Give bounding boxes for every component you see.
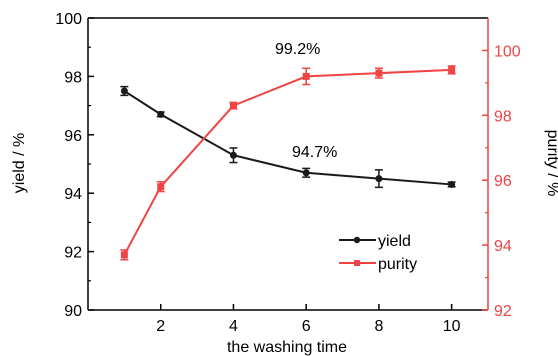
legend-yield-label: yield [378, 233, 411, 250]
legend-yield-marker [353, 236, 361, 244]
legend-purity-label: purity [378, 256, 417, 273]
purity-annotation: 99.2% [275, 41, 320, 58]
left-y-tick-label: 92 [64, 245, 82, 262]
x-tick-label: 2 [156, 318, 165, 335]
right-y-tick-label: 92 [494, 303, 512, 320]
yield-data-point [448, 180, 456, 188]
purity-data-point [375, 69, 383, 77]
yield-data-point [302, 169, 310, 177]
right-y-axis-title: purity / % [544, 130, 558, 197]
legend-purity-marker [354, 260, 360, 266]
x-tick-label: 6 [302, 318, 311, 335]
purity-data-point [302, 72, 310, 80]
x-tick-label: 4 [229, 318, 238, 335]
right-y-tick-label: 96 [494, 173, 512, 190]
purity-data-point [120, 251, 128, 259]
purity-data-point [448, 66, 456, 74]
purity-data-point [229, 102, 237, 110]
left-y-tick-label: 98 [64, 69, 82, 86]
right-y-tick-label: 94 [494, 238, 512, 255]
yield-annotation: 94.7% [292, 144, 337, 161]
x-tick-label: 10 [443, 318, 461, 335]
purity-data-point [157, 183, 165, 191]
left-y-tick-label: 100 [55, 11, 82, 28]
x-tick-label: 8 [374, 318, 383, 335]
yield-data-point [157, 110, 165, 118]
legend: yield purity [339, 233, 417, 273]
left-y-tick-label: 94 [64, 186, 82, 203]
left-y-tick-label: 96 [64, 128, 82, 145]
left-y-tick-label: 90 [64, 303, 82, 320]
yield-series-line [123, 90, 452, 186]
right-y-tick-label: 100 [494, 43, 521, 60]
yield-data-point [375, 175, 383, 183]
purity-series-line [123, 68, 452, 256]
left-y-axis-title: yield / % [11, 133, 28, 193]
yield-data-point [120, 87, 128, 95]
right-y-tick-label: 98 [494, 108, 512, 125]
x-axis-title: the washing time [227, 339, 347, 356]
yield-data-point [229, 151, 237, 159]
